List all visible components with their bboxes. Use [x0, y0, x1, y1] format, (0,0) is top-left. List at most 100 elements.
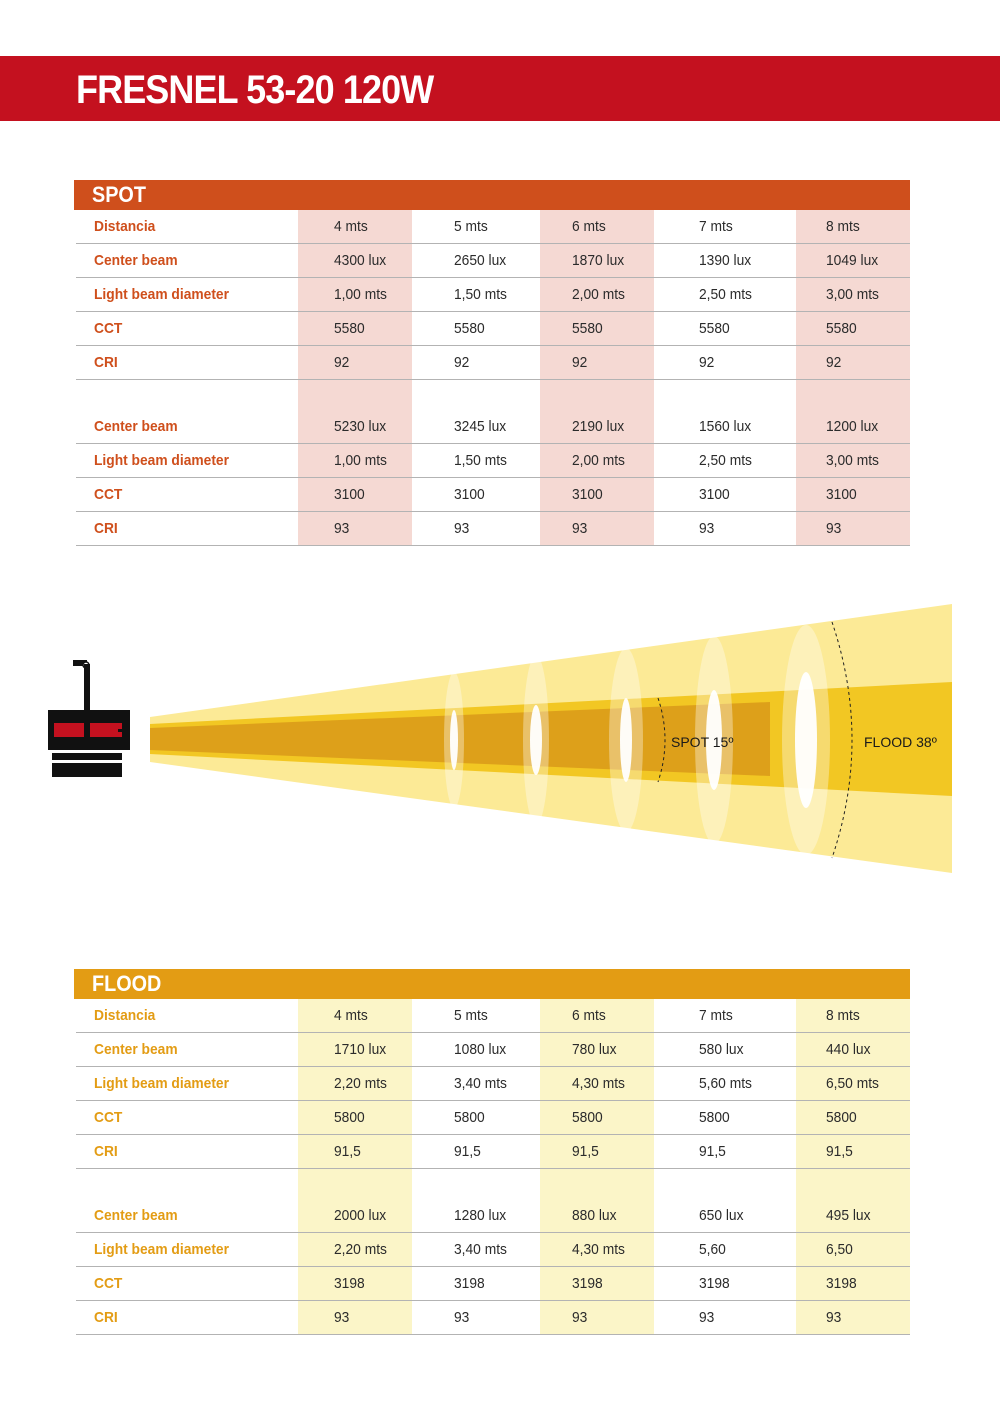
beam-diagram: SPOT 15º FLOOD 38º: [0, 590, 1000, 890]
row-label: Light beam diameter: [94, 286, 229, 303]
table-cell: 2650 lux: [454, 252, 507, 269]
table-cell: 92: [572, 354, 588, 371]
table-cell: 780 lux: [572, 1041, 617, 1058]
table-cell: 6,50 mts: [826, 1075, 879, 1092]
table-cell: 5 mts: [454, 218, 488, 235]
table-cell: 3,00 mts: [826, 452, 879, 469]
table-cell: 93: [699, 1309, 715, 1326]
spot-data-row: CCT 3100 3100 3100 3100 3100: [76, 478, 910, 512]
row-label: CCT: [94, 1275, 123, 1292]
table-cell: 4,30 mts: [572, 1241, 625, 1258]
spot-data-row: Center beam 5230 lux 3245 lux 2190 lux 1560 …: [76, 410, 910, 444]
flood-data-row: Light beam diameter 2,20 mts 3,40 mts 4,30 …: [76, 1067, 910, 1101]
table-cell: 5580: [699, 320, 730, 337]
table-cell: 3100: [826, 486, 857, 503]
table-cell: 93: [334, 1309, 350, 1326]
table-cell: 7 mts: [699, 218, 733, 235]
table-cell: 91,5: [699, 1143, 726, 1160]
flood-column-shade: [796, 999, 910, 1335]
table-cell: 3100: [699, 486, 730, 503]
table-cell: 3100: [334, 486, 365, 503]
table-cell: 3245 lux: [454, 418, 507, 435]
table-cell: 92: [826, 354, 842, 371]
flood-distance-row: Distancia 4 mts 5 mts 6 mts 7 mts 8 mts: [76, 999, 910, 1033]
row-label: CCT: [94, 320, 123, 337]
table-cell: 5 mts: [454, 1007, 488, 1024]
table-cell: 2,20 mts: [334, 1075, 387, 1092]
page-title: FRESNEL 53-20 120W: [76, 68, 434, 112]
table-cell: 5800: [572, 1109, 603, 1126]
flood-section-header: FLOOD: [74, 969, 910, 999]
table-cell: 1080 lux: [454, 1041, 507, 1058]
row-label: Light beam diameter: [94, 1075, 229, 1092]
table-cell: 1710 lux: [334, 1041, 387, 1058]
beam-diagram-svg: [48, 604, 952, 873]
table-cell: 5580: [826, 320, 857, 337]
table-cell: 92: [699, 354, 715, 371]
table-cell: 8 mts: [826, 218, 860, 235]
table-cell: 4,30 mts: [572, 1075, 625, 1092]
table-cell: 1280 lux: [454, 1207, 507, 1224]
row-label: Center beam: [94, 1041, 178, 1058]
row-label: CCT: [94, 486, 123, 503]
table-cell: 93: [699, 520, 715, 537]
table-cell: 3198: [334, 1275, 365, 1292]
row-label: Distancia: [94, 218, 156, 235]
row-label: Light beam diameter: [94, 1241, 229, 1258]
table-cell: 1,00 mts: [334, 452, 387, 469]
table-cell: 93: [454, 1309, 470, 1326]
table-cell: 2,00 mts: [572, 286, 625, 303]
table-cell: 3,40 mts: [454, 1075, 507, 1092]
row-label: Center beam: [94, 1207, 178, 1224]
fresnel-lamp-icon: [48, 660, 130, 777]
table-cell: 880 lux: [572, 1207, 617, 1224]
table-cell: 3,40 mts: [454, 1241, 507, 1258]
table-cell: 93: [454, 520, 470, 537]
table-cell: 3,00 mts: [826, 286, 879, 303]
table-cell: 3100: [572, 486, 603, 503]
row-label: Center beam: [94, 418, 178, 435]
row-label: CRI: [94, 520, 118, 537]
table-cell: 5580: [454, 320, 485, 337]
table-cell: 4300 lux: [334, 252, 387, 269]
table-cell: 92: [334, 354, 350, 371]
table-cell: 93: [826, 520, 842, 537]
table-cell: 580 lux: [699, 1041, 744, 1058]
table-cell: 1,00 mts: [334, 286, 387, 303]
table-cell: 3198: [826, 1275, 857, 1292]
table-cell: 91,5: [572, 1143, 599, 1160]
table-cell: 1390 lux: [699, 252, 752, 269]
table-cell: 3198: [572, 1275, 603, 1292]
table-cell: 92: [454, 354, 470, 371]
flood-data-row: Center beam 2000 lux 1280 lux 880 lux 650 lu…: [76, 1199, 910, 1233]
table-cell: 650 lux: [699, 1207, 744, 1224]
spot-angle-arc: [657, 697, 666, 783]
table-cell: 5800: [699, 1109, 730, 1126]
flood-angle-label: FLOOD 38º: [864, 734, 937, 750]
spot-table: SPOT Distancia 4 mts 5 mts 6 mts 7 mts 8 mts Ce…: [74, 180, 910, 546]
table-cell: 2,00 mts: [572, 452, 625, 469]
spot-data-row: CCT 5580 5580 5580 5580 5580: [76, 312, 910, 346]
table-cell: 93: [334, 520, 350, 537]
flood-column-shade: [298, 999, 412, 1335]
spot-section-header: SPOT: [74, 180, 910, 210]
table-cell: 4 mts: [334, 1007, 368, 1024]
table-cell: 2190 lux: [572, 418, 625, 435]
row-label: CRI: [94, 1143, 118, 1160]
spot-data-row: Center beam 4300 lux 2650 lux 1870 lux 1390 …: [76, 244, 910, 278]
spot-data-row: CRI 92 92 92 92 92: [76, 346, 910, 380]
flood-column-shade: [540, 999, 654, 1335]
table-cell: 2,50 mts: [699, 286, 752, 303]
table-cell: 3198: [454, 1275, 485, 1292]
table-cell: 1870 lux: [572, 252, 625, 269]
table-cell: 3198: [699, 1275, 730, 1292]
table-cell: 1200 lux: [826, 418, 879, 435]
table-cell: 91,5: [334, 1143, 361, 1160]
spot-data-row: Light beam diameter 1,00 mts 1,50 mts 2,00 …: [76, 278, 910, 312]
flood-data-row: CCT 3198 3198 3198 3198 3198: [76, 1267, 910, 1301]
flood-data-row: CRI 93 93 93 93 93: [76, 1301, 910, 1335]
row-label: Light beam diameter: [94, 452, 229, 469]
table-cell: 5800: [826, 1109, 857, 1126]
row-label: Center beam: [94, 252, 178, 269]
spot-column-shade: [540, 210, 654, 546]
